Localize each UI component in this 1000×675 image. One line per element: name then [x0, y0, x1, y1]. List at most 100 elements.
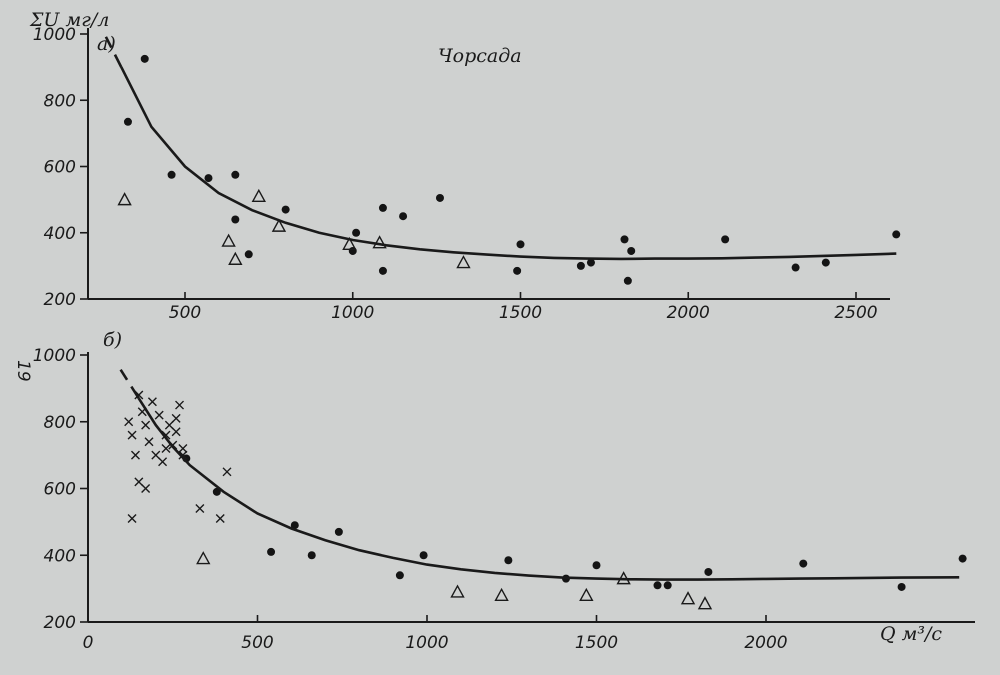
x-tick-label: 1500 — [499, 303, 542, 323]
data-point-triangle — [372, 235, 387, 249]
y-tick-label: 1000 — [33, 25, 76, 45]
data-point-dot — [140, 54, 149, 63]
panel-a-marks — [104, 36, 901, 285]
data-point-dot — [212, 487, 221, 496]
data-point-cross — [178, 443, 188, 453]
data-point-dot — [897, 582, 906, 591]
panel-a-x-ticks: 500 1000 1500 2000 2500 — [169, 292, 878, 323]
data-point-dot — [123, 117, 132, 126]
data-point-cross — [147, 397, 157, 407]
y-tick-label: 400 — [44, 224, 76, 244]
fit-curve-extension — [104, 36, 123, 68]
data-point-dot — [721, 235, 730, 244]
panel-a-label: а) — [97, 33, 116, 55]
data-point-triangle — [456, 255, 471, 269]
y-tick-label: 600 — [44, 480, 76, 500]
panel-a-y-ticks: 200 400 600 800 1000 — [33, 25, 88, 310]
data-point-dot — [513, 266, 522, 275]
panel-a: ΣU мг/л а) 200 400 600 800 1000 500 1000 1500 2… — [29, 9, 901, 323]
chart-title: Чорсада — [438, 45, 522, 67]
panel-b-marks — [119, 368, 967, 610]
data-point-cross — [161, 430, 171, 440]
data-point-dot — [244, 250, 253, 259]
data-point-dot — [958, 554, 967, 563]
y-tick-label: 800 — [44, 91, 76, 111]
fit-curve-extension — [119, 368, 140, 400]
data-point-dot — [586, 258, 595, 267]
data-point-triangle — [228, 251, 243, 265]
panel-b-xlabel: Q м³/с — [880, 623, 942, 645]
data-point-cross — [130, 450, 140, 460]
data-point-cross — [171, 427, 181, 437]
data-point-triangle — [342, 236, 357, 251]
data-point-dot — [704, 567, 713, 576]
data-point-cross — [161, 443, 171, 453]
data-point-cross — [171, 413, 181, 423]
data-point-dot — [290, 521, 299, 530]
data-point-cross — [164, 420, 174, 430]
data-point-cross — [195, 504, 205, 514]
data-point-dot — [620, 235, 629, 244]
data-point-dot — [307, 551, 316, 560]
data-point-dot — [267, 547, 276, 556]
data-point-dot — [821, 258, 830, 267]
y-tick-label: 600 — [44, 158, 76, 178]
data-point-dot — [419, 551, 428, 560]
data-point-cross — [222, 467, 232, 477]
x-tick-label: 1000 — [331, 303, 374, 323]
data-point-dot — [799, 559, 808, 568]
data-point-cross — [158, 457, 168, 467]
data-point-cross — [141, 420, 151, 430]
data-point-triangle — [221, 233, 236, 247]
data-point-dot — [892, 230, 901, 239]
data-point-cross — [154, 410, 164, 420]
fit-curve — [137, 397, 960, 581]
data-point-cross — [175, 400, 185, 410]
data-point-dot — [627, 246, 636, 255]
data-point-dot — [435, 193, 444, 202]
data-point-dot — [504, 556, 513, 565]
panel-b-x-ticks: 0 500 1000 1500 2000 — [83, 615, 788, 653]
data-point-dot — [663, 581, 672, 590]
data-point-triangle — [579, 587, 594, 601]
data-point-dot — [399, 212, 408, 221]
data-point-triangle — [450, 584, 465, 598]
y-tick-label: 800 — [44, 413, 76, 433]
data-point-dot — [378, 266, 387, 275]
x-tick-label: 1500 — [575, 633, 618, 653]
y-tick-label: 200 — [44, 613, 76, 633]
data-point-cross — [151, 450, 161, 460]
y-tick-label: 1000 — [33, 346, 76, 366]
data-point-cross — [178, 450, 188, 460]
data-point-dot — [281, 205, 290, 214]
x-tick-label: 500 — [241, 633, 273, 653]
y-tick-label: 200 — [44, 290, 76, 310]
data-point-triangle — [271, 218, 287, 232]
data-point-dot — [395, 571, 404, 580]
data-point-cross — [134, 477, 144, 487]
data-point-cross — [127, 514, 137, 524]
data-point-dot — [204, 174, 213, 183]
x-tick-label: 0 — [83, 633, 94, 653]
data-point-triangle — [251, 188, 266, 203]
fit-curve — [120, 66, 897, 261]
data-point-dot — [231, 170, 240, 179]
data-point-triangle — [196, 551, 211, 565]
x-tick-label: 2000 — [667, 303, 710, 323]
x-tick-label: 500 — [169, 303, 201, 323]
data-point-dot — [334, 527, 343, 536]
side-page-number: 19 — [13, 360, 33, 382]
data-point-triangle — [494, 587, 509, 601]
data-point-dot — [167, 170, 176, 179]
data-point-triangle — [697, 596, 713, 610]
panel-b: б) Q м³/с 200 400 600 800 1000 0 500 1000 1500 2… — [33, 329, 975, 653]
x-tick-label: 1000 — [405, 633, 448, 653]
data-point-dot — [352, 228, 361, 237]
data-point-dot — [516, 240, 525, 249]
data-point-cross — [215, 514, 225, 524]
data-point-cross — [124, 417, 134, 427]
panel-a-ylabel: ΣU мг/л — [29, 9, 109, 31]
y-tick-label: 400 — [44, 546, 76, 566]
data-point-triangle — [680, 591, 696, 605]
